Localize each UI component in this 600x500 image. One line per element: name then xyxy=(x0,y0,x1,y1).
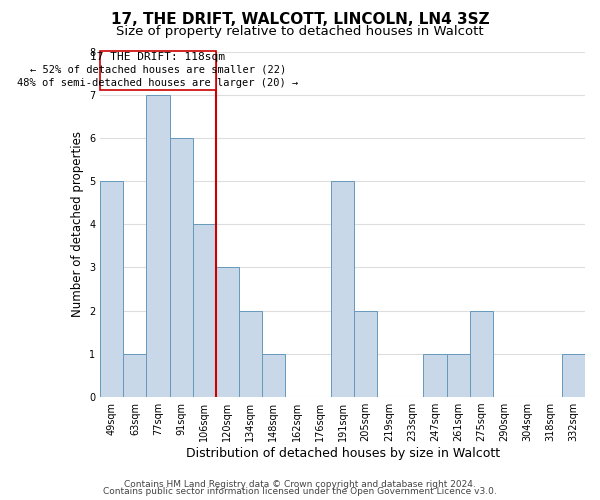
Bar xyxy=(124,354,146,397)
Bar xyxy=(170,138,193,397)
Bar xyxy=(424,354,446,397)
Bar xyxy=(331,181,354,397)
Text: 17 THE DRIFT: 118sqm: 17 THE DRIFT: 118sqm xyxy=(91,52,226,62)
Bar xyxy=(100,181,124,397)
Bar xyxy=(239,310,262,397)
Bar xyxy=(215,268,239,397)
Bar xyxy=(446,354,470,397)
Text: 48% of semi-detached houses are larger (20) →: 48% of semi-detached houses are larger (… xyxy=(17,78,299,88)
Bar xyxy=(262,354,285,397)
Bar xyxy=(146,94,170,397)
Bar xyxy=(470,310,493,397)
Bar xyxy=(562,354,585,397)
Bar xyxy=(354,310,377,397)
Text: Contains public sector information licensed under the Open Government Licence v3: Contains public sector information licen… xyxy=(103,488,497,496)
Bar xyxy=(193,224,215,397)
X-axis label: Distribution of detached houses by size in Walcott: Distribution of detached houses by size … xyxy=(185,447,500,460)
Text: Contains HM Land Registry data © Crown copyright and database right 2024.: Contains HM Land Registry data © Crown c… xyxy=(124,480,476,489)
Text: ← 52% of detached houses are smaller (22): ← 52% of detached houses are smaller (22… xyxy=(30,64,286,74)
Text: Size of property relative to detached houses in Walcott: Size of property relative to detached ho… xyxy=(116,25,484,38)
Y-axis label: Number of detached properties: Number of detached properties xyxy=(71,132,83,318)
Bar xyxy=(100,52,215,90)
Text: 17, THE DRIFT, WALCOTT, LINCOLN, LN4 3SZ: 17, THE DRIFT, WALCOTT, LINCOLN, LN4 3SZ xyxy=(110,12,490,28)
